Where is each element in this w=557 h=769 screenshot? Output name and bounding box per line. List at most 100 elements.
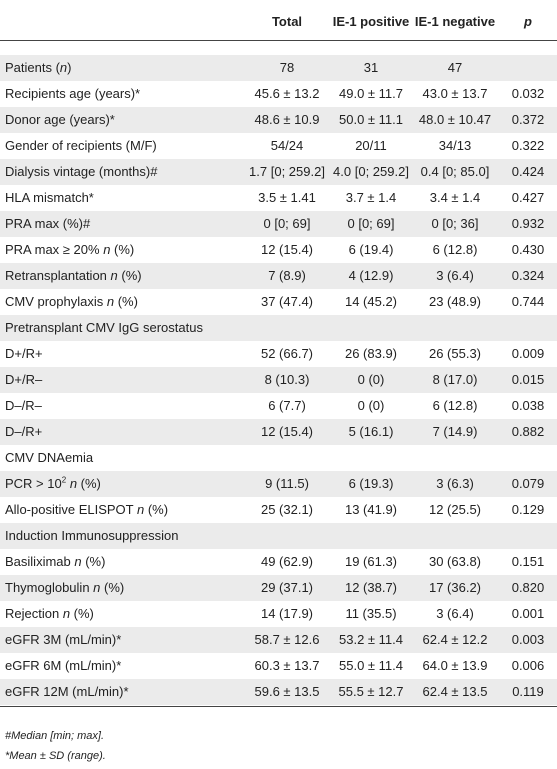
header-row: Total IE-1 positive IE-1 negative p (0, 9, 557, 35)
label-text: Basiliximab (5, 554, 75, 569)
table-row: Dialysis vintage (months)# 1.7 [0; 259.2]… (0, 159, 557, 185)
row-label: CMV prophylaxis n (%) (5, 289, 138, 315)
table-cell: 31 (363, 60, 379, 75)
table-cell: 0 (0) (357, 372, 385, 387)
table-cell: 12 (15.4) (260, 242, 314, 257)
table-row: Donor age (years)* 48.6 ± 10.9 50.0 ± 11.1… (0, 107, 557, 133)
table-cell: 17 (36.2) (428, 580, 482, 595)
footnote: *Mean ± SD (range). (5, 750, 106, 762)
table-cell: 30 (63.8) (428, 554, 482, 569)
table-cell: 62.4 ± 13.5 (422, 684, 488, 699)
label-text: D+/R– (5, 372, 43, 387)
row-label: D+/R– (5, 367, 42, 393)
row-label: PRA max (%)# (5, 211, 90, 237)
table-cell: 48.6 ± 10.9 (254, 112, 320, 127)
label-text: Induction Immunosuppression (5, 528, 179, 543)
table-row: Basiliximab n (%) 49 (62.9) 19 (61.3) 30 (6… (0, 549, 557, 575)
table-cell: 0.372 (511, 112, 545, 127)
table-cell: 0.427 (511, 190, 545, 205)
table-row: D–/R– 6 (7.7) 0 (0) 6 (12.8) 0.038 (0, 393, 557, 419)
row-label: Allo-positive ELISPOT n (%) (5, 497, 168, 523)
table-cell: 0 [0; 69] (347, 216, 395, 231)
row-label: Induction Immunosuppression (5, 523, 178, 549)
table-cell: 0 [0; 36] (431, 216, 479, 231)
table-cell: 54/24 (270, 138, 304, 153)
table-cell: 4.0 [0; 259.2] (333, 164, 409, 179)
table-cell: 8 (17.0) (432, 372, 478, 387)
column-header: IE-1 negative (414, 14, 496, 29)
row-label: Dialysis vintage (months)# (5, 159, 157, 185)
table-cell: 4 (12.9) (348, 268, 394, 283)
table-row: Thymoglobulin n (%) 29 (37.1) 12 (38.7) 17 … (0, 575, 557, 601)
row-label: Patients (n) (5, 55, 72, 81)
table-cell: 48.0 ± 10.47 (418, 112, 492, 127)
rule (0, 706, 557, 707)
row-label: Pretransplant CMV IgG serostatus (5, 315, 203, 341)
table-cell: 37 (47.4) (260, 294, 314, 309)
table-cell: 6 (7.7) (268, 398, 306, 413)
rule (0, 40, 557, 41)
table-cell: 0.820 (511, 580, 545, 595)
table-cell: 0.001 (511, 606, 545, 621)
label-text: Patients ( (5, 60, 60, 75)
label-text: n (106, 294, 115, 309)
table-row: eGFR 12M (mL/min)* 59.6 ± 13.5 55.5 ± 12.7… (0, 679, 557, 705)
table-cell: 0.324 (511, 268, 545, 283)
label-text: eGFR 12M (mL/min)* (5, 684, 129, 699)
table-cell: 6 (19.4) (348, 242, 394, 257)
table-cell: 0.424 (511, 164, 545, 179)
row-label: CMV DNAemia (5, 445, 93, 471)
label-text: D–/R– (5, 398, 42, 413)
label-text: n (103, 242, 111, 257)
table-cell: 26 (55.3) (428, 346, 482, 361)
table-cell: 58.7 ± 12.6 (254, 632, 320, 647)
row-label: D+/R+ (5, 341, 43, 367)
table-cell: 25 (32.1) (260, 502, 314, 517)
table-cell: 52 (66.7) (260, 346, 314, 361)
row-label: Rejection n (%) (5, 601, 94, 627)
label-text: Gender of recipients (M/F) (5, 138, 157, 153)
table-cell: 8 (10.3) (264, 372, 310, 387)
table-row: eGFR 6M (mL/min)* 60.3 ± 13.7 55.0 ± 11.4 6… (0, 653, 557, 679)
table-row: PRA max ≥ 20% n (%) 12 (15.4) 6 (19.4) 6 (1… (0, 237, 557, 263)
table-cell: 64.0 ± 13.9 (422, 658, 488, 673)
label-text: Allo-positive ELISPOT (5, 502, 137, 517)
table-row: D–/R+ 12 (15.4) 5 (16.1) 7 (14.9) 0.882 (0, 419, 557, 445)
table-cell: 3 (6.3) (436, 476, 474, 491)
table-row: Patients (n) 78 31 47 (0, 55, 557, 81)
table-cell: 0.129 (511, 502, 545, 517)
footnote: #Median [min; max]. (5, 730, 105, 742)
label-text: Thymoglobulin (5, 580, 94, 595)
row-label: Donor age (years)* (5, 107, 115, 133)
table-cell: 3.7 ± 1.4 (345, 190, 397, 205)
table-cell: 43.0 ± 13.7 (422, 86, 488, 101)
row-label: PRA max ≥ 20% n (%) (5, 237, 134, 263)
label-text: n (69, 476, 78, 491)
table-cell: 3.4 ± 1.4 (429, 190, 481, 205)
table-row: CMV DNAemia (0, 445, 557, 471)
table-cell: 0.322 (511, 138, 545, 153)
table-cell: 29 (37.1) (260, 580, 314, 595)
table-cell: 0.032 (511, 86, 545, 101)
table-cell: 0.009 (511, 346, 545, 361)
row-label: D–/R+ (5, 419, 42, 445)
table-cell: 0.038 (511, 398, 545, 413)
label-text: (%) (144, 502, 169, 517)
label-text: D+/R+ (5, 346, 43, 361)
table-cell: 0.119 (512, 684, 544, 699)
table-cell: 14 (17.9) (260, 606, 314, 621)
table-row: CMV prophylaxis n (%) 37 (47.4) 14 (45.2) 2… (0, 289, 557, 315)
label-text: Rejection (5, 606, 63, 621)
column-header: p (524, 14, 532, 29)
table-cell: 19 (61.3) (344, 554, 398, 569)
label-text: Pretransplant CMV IgG serostatus (5, 320, 203, 335)
table-cell: 0 (0) (357, 398, 385, 413)
label-text: PCR > 10 (5, 476, 62, 491)
column-header: Total (271, 14, 303, 29)
table-cell: 9 (11.5) (265, 476, 309, 491)
table-row: Pretransplant CMV IgG serostatus (0, 315, 557, 341)
table-cell: 0.430 (511, 242, 545, 257)
table-cell: 14 (45.2) (344, 294, 398, 309)
label-text: 2 (61, 475, 67, 485)
